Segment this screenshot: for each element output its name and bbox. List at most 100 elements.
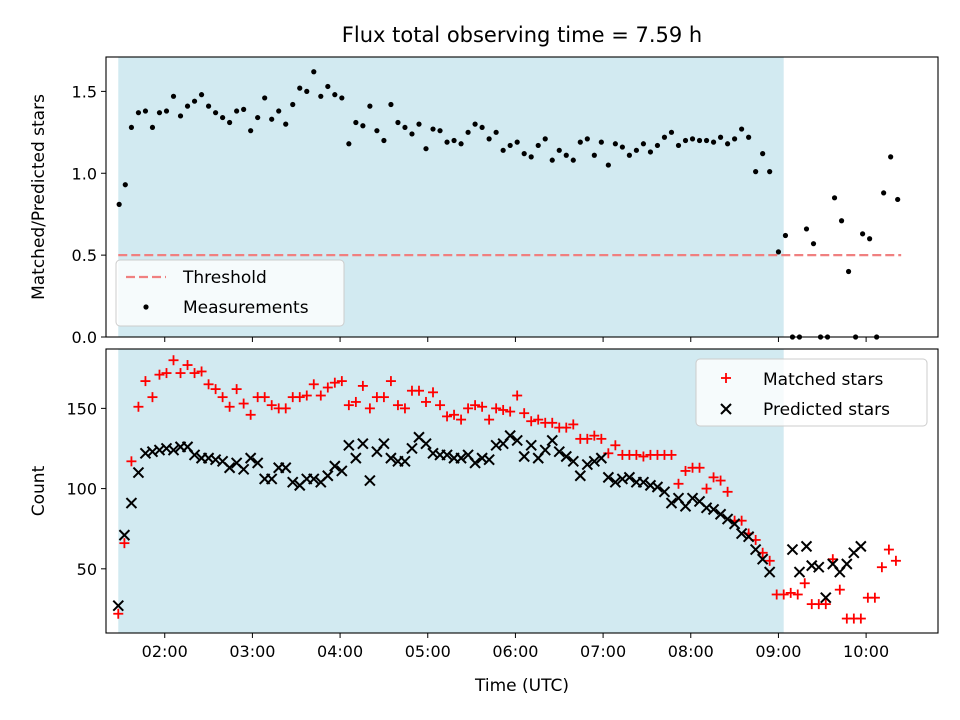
matched-star-point [315,390,326,401]
x-tick-label: 09:00 [755,642,801,661]
x-marker-b [749,543,762,556]
x-marker-b [793,566,806,578]
matched-star-point [610,440,621,451]
x-marker-b [518,450,530,463]
x-marker-b [665,497,678,509]
observing-interval-shade [118,349,784,633]
predicted-star-point [350,452,362,464]
axes-frame [105,56,939,338]
x-marker-b [756,553,769,565]
x-marker-b [742,531,755,543]
x-marker-b [595,452,608,464]
measurement-point [570,157,576,163]
matched-star-point [322,382,333,393]
predicted-star-point [623,471,636,484]
chart-title: Flux total observing time = 7.59 h [342,23,702,47]
measurement-point [458,141,464,147]
x-tick-label: 08:00 [668,642,714,661]
measurement-point [290,101,296,108]
matched-star-point [519,408,530,419]
predicted-star-point [469,457,481,469]
matched-star-point [413,385,424,396]
measurement-point [598,139,604,145]
x-marker-b [553,445,565,458]
measurement-point [325,83,331,90]
predicted-star-point [287,476,299,488]
predicted-star-point [167,444,180,456]
matched-star-point [582,433,593,444]
legend-matched-label: Matched stars [763,370,883,390]
predicted-star-point [237,463,250,476]
predicted-star-point [742,531,755,543]
predicted-star-point [329,460,341,472]
x-marker-b [707,503,720,516]
x-tick-label: 05:00 [405,642,451,661]
matched-star-point [294,392,305,403]
predicted-star-point [420,437,432,450]
measurement-point [360,123,366,129]
predicted-star-point [118,529,131,541]
predicted-star-point [504,429,516,442]
predicted-star-point [637,476,650,488]
measurement-point [810,241,817,247]
measurement-point [507,142,513,149]
matched-star-point [673,478,684,489]
measurement-point [647,149,654,155]
predicted-star-point [658,486,671,498]
matched-star-point [449,409,460,420]
x-marker-b [490,439,502,451]
x-marker-b [237,463,250,476]
y-tick-label: 50 [77,560,97,579]
predicted-star-point [132,466,145,479]
predicted-star-point [574,470,587,482]
measurement-point [374,128,380,134]
measurement-point [177,113,184,119]
predicted-star-point [553,445,565,458]
predicted-star-point [518,450,530,463]
matched-star-point [470,400,481,411]
matched-star-point [820,599,831,610]
measurement-point [269,116,275,122]
measurement-point [381,137,387,144]
predicted-star-point [525,439,537,451]
x-marker-b [588,455,601,468]
matched-star-point [463,403,474,414]
predicted-star-point [581,458,594,471]
x-marker-b [230,457,243,469]
measurement-point [654,142,661,149]
x-marker-b [728,518,741,530]
x-marker-b [813,561,825,573]
predicted-star-point [244,452,257,464]
predicted-star-point [112,600,124,612]
matched-star-point [182,360,193,371]
predicted-star-point [343,439,355,451]
matched-star-point [561,422,572,433]
top-panel: 0.0 0.5 1.0 1.5 Matched/Predicted stars Thres… [29,56,939,347]
matched-star-point [792,589,803,600]
matched-star-point [694,462,705,473]
matched-star-point [378,392,389,403]
x-marker-b [539,444,551,456]
matched-star-point [168,355,179,366]
predicted-star-point [511,434,523,447]
measurement-point [367,103,373,109]
measurement-point [633,147,640,153]
measurement-point [248,128,254,134]
matched-star-point [175,368,186,379]
measurement-point [612,141,618,147]
matched-star-point [456,414,467,425]
predicted-star-point [483,454,495,466]
x-marker-b [651,481,664,493]
predicted-star-point [841,558,853,570]
matched-star-point [512,390,523,401]
x-marker-b [167,444,180,456]
x-marker-b [855,540,867,553]
matched-star-point [126,456,137,467]
x-marker-b [786,543,799,556]
x-tick-label: 10:00 [843,642,889,661]
matched-star-point [827,554,838,565]
matched-star-point [589,430,600,441]
x-marker-b [125,497,138,509]
matched-star-point [701,483,712,494]
predicted-star-point [813,561,825,573]
